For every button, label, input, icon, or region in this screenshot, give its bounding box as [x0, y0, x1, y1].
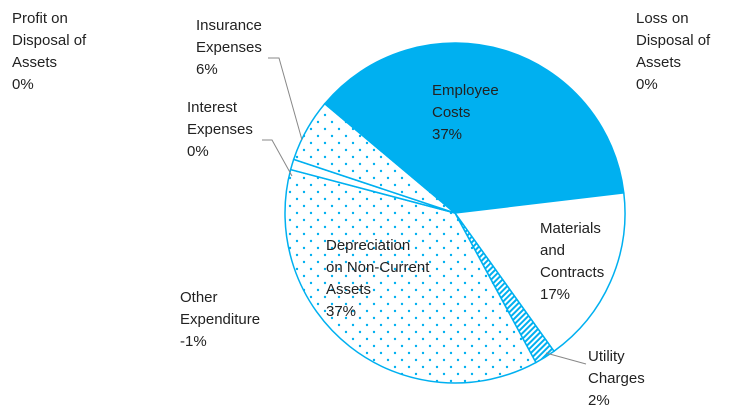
slice-label: Utility Charges 2% [588, 346, 668, 412]
value-label: 0% [12, 76, 34, 93]
value-label: 17% [540, 286, 571, 303]
slice-label: Loss on Disposal of Assets 0% [636, 8, 734, 96]
value-label: 37% [432, 126, 463, 143]
value-label: 6% [196, 61, 218, 78]
value-label: 2% [588, 392, 610, 409]
category-label: Profit on Disposal of Assets [12, 10, 87, 71]
category-label: Depreciation on Non-Current Assets [326, 237, 430, 298]
pie-slice [453, 192, 626, 353]
category-label: Insurance Expenses [196, 17, 262, 56]
slice-label: Materials and Contracts 17% [540, 218, 630, 306]
pie-slice [284, 168, 537, 384]
slice-label: Profit on Disposal of Assets 0% [12, 8, 122, 96]
slice-label: Interest Expenses 0% [187, 97, 267, 163]
slice-label: Employee Costs 37% [432, 80, 532, 146]
category-label: Materials and Contracts [540, 220, 605, 281]
value-label: 37% [326, 303, 357, 320]
pie-slice [323, 42, 625, 214]
pie-slice [292, 102, 456, 214]
value-label: 0% [187, 143, 209, 160]
pie-slice [324, 103, 456, 214]
category-label: Employee Costs [432, 82, 499, 121]
category-label: Interest Expenses [187, 99, 253, 138]
slice-label: Insurance Expenses 6% [196, 15, 286, 81]
leader-line [268, 57, 303, 141]
value-label: -1% [180, 333, 207, 350]
slice-label: Other Expenditure -1% [180, 287, 290, 353]
category-label: Other Expenditure [180, 289, 261, 328]
category-label: Utility Charges [588, 348, 645, 387]
leader-line [545, 352, 587, 365]
slice-label: Depreciation on Non-Current Assets 37% [326, 235, 431, 323]
category-label: Loss on Disposal of Assets [636, 10, 711, 71]
leader-line [262, 139, 293, 177]
value-label: 0% [636, 76, 658, 93]
